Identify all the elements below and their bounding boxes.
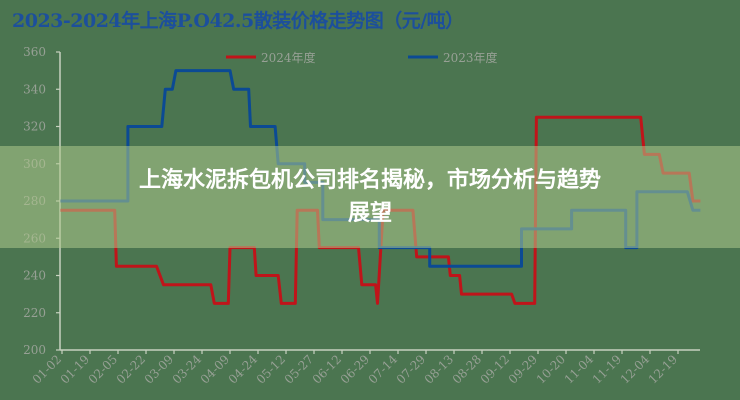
y-tick-label: 340 xyxy=(23,82,46,96)
x-tick-label: 09-29 xyxy=(506,352,540,386)
y-tick-label: 320 xyxy=(23,120,46,134)
x-tick-label: 11-19 xyxy=(590,352,624,386)
x-tick-label: 04-09 xyxy=(198,352,232,386)
x-tick-label: 09-12 xyxy=(478,352,512,386)
x-tick-label: 08-28 xyxy=(450,352,484,386)
series-2024 xyxy=(60,115,701,305)
headline-line-1: 上海水泥拆包机公司排名揭秘，市场分析与趋势 xyxy=(138,168,601,193)
y-tick-label: 360 xyxy=(23,45,46,59)
x-tick-label: 10-20 xyxy=(534,352,568,386)
x-tick-label: 07-14 xyxy=(366,352,401,387)
x-tick-label: 03-09 xyxy=(142,352,176,386)
x-tick-label: 11-04 xyxy=(562,352,597,387)
x-tick-label: 05-27 xyxy=(282,352,316,386)
x-tick-label: 06-29 xyxy=(338,352,372,386)
y-tick-label: 220 xyxy=(23,306,46,320)
x-tick-label: 12-19 xyxy=(646,352,680,386)
series-line xyxy=(60,115,701,305)
headline-line-2: 展望 xyxy=(347,201,392,226)
x-tick-label: 01-02 xyxy=(30,352,64,386)
headline: 上海水泥拆包机公司排名揭秘，市场分析与趋势 展望 xyxy=(0,164,740,230)
x-tick-label: 05-12 xyxy=(254,352,288,386)
y-tick-label: 200 xyxy=(23,343,46,357)
x-tick-label: 01-19 xyxy=(58,352,92,386)
chart-title: 2023-2024年上海P.O42.5散装价格走势图（元/吨） xyxy=(12,10,464,32)
y-tick-label: 240 xyxy=(23,269,46,283)
x-tick-label: 06-12 xyxy=(310,352,344,386)
legend-label: 2024年度 xyxy=(261,50,316,65)
legend-label: 2023年度 xyxy=(443,50,498,65)
x-tick-label: 03-24 xyxy=(170,352,205,387)
x-tick-label: 02-05 xyxy=(86,352,120,386)
headline-banner: 上海水泥拆包机公司排名揭秘，市场分析与趋势 展望 xyxy=(0,146,740,248)
x-tick-label: 07-29 xyxy=(394,352,428,386)
x-tick-label: 02-22 xyxy=(114,352,148,386)
x-tick-label: 12-04 xyxy=(618,352,653,387)
x-tick-label: 04-24 xyxy=(226,352,261,387)
x-tick-label: 08-13 xyxy=(422,352,456,386)
